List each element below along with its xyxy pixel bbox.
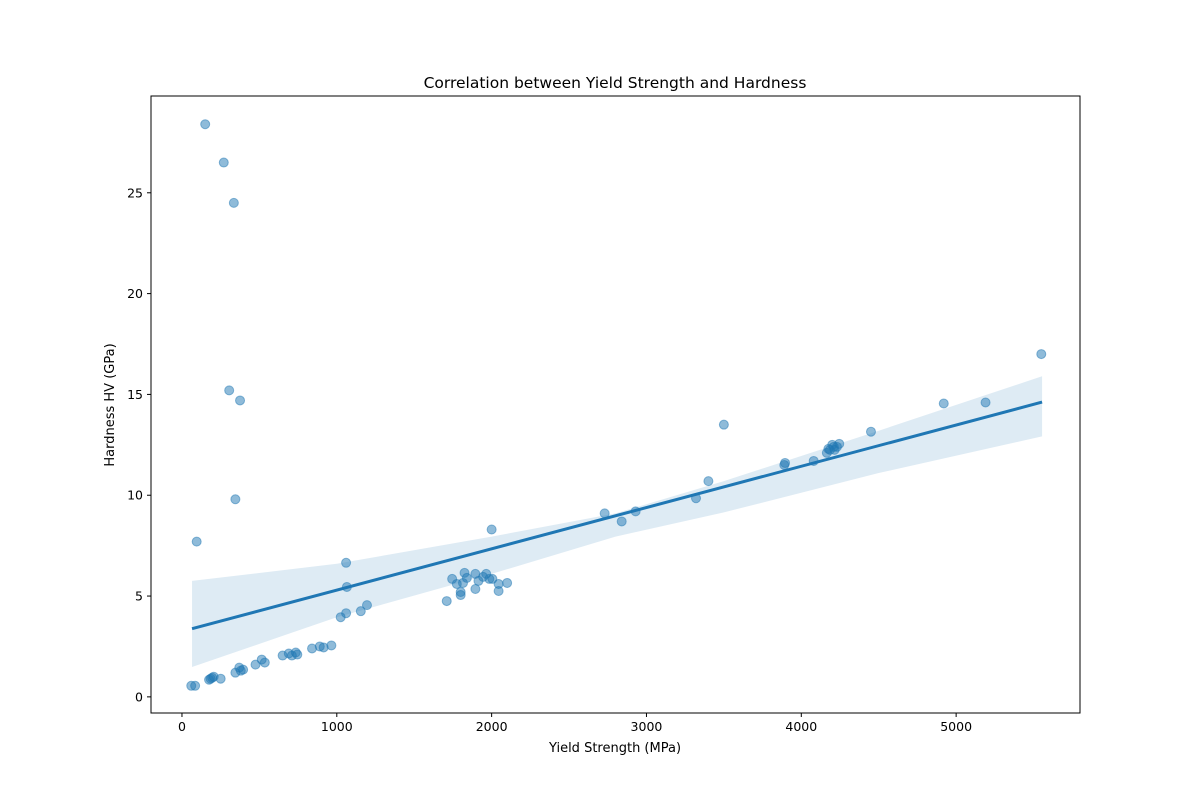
data-point	[718, 419, 729, 430]
data-point	[486, 524, 497, 535]
data-point	[1036, 349, 1047, 360]
data-point	[326, 640, 337, 651]
data-point	[865, 426, 876, 437]
x-tick-label: 0	[178, 719, 186, 734]
data-point	[191, 536, 202, 547]
y-tick-label: 10	[127, 488, 143, 503]
y-tick-label: 15	[127, 387, 143, 402]
data-point	[703, 476, 714, 487]
data-point	[230, 494, 241, 505]
data-point	[228, 197, 239, 208]
y-tick-label: 20	[127, 286, 143, 301]
data-point	[292, 649, 303, 660]
data-point	[341, 608, 352, 619]
data-point	[200, 119, 211, 130]
x-tick-label: 4000	[785, 719, 817, 734]
data-point	[980, 397, 991, 408]
data-point	[461, 572, 472, 583]
data-point	[780, 457, 791, 468]
chart-title: Correlation between Yield Strength and H…	[424, 74, 807, 92]
y-tick-label: 0	[135, 689, 143, 704]
data-point	[215, 673, 226, 684]
y-axis: 0 5 10 15 20 25	[127, 185, 151, 704]
data-point	[355, 606, 366, 617]
y-tick-label: 5	[135, 589, 143, 604]
data-point	[834, 438, 845, 449]
data-point	[224, 385, 235, 396]
data-point	[502, 577, 513, 588]
x-axis-label: Yield Strength (MPa)	[548, 741, 681, 756]
y-tick-label: 25	[127, 185, 143, 200]
data-point	[218, 157, 229, 168]
x-tick-label: 2000	[476, 719, 508, 734]
data-point	[235, 395, 246, 406]
x-axis: 0 1000 2000 3000 4000 5000	[178, 713, 972, 734]
data-points-layer	[186, 119, 1047, 691]
data-point	[938, 398, 949, 409]
x-tick-label: 1000	[321, 719, 353, 734]
data-point	[190, 680, 201, 691]
plot-area-frame	[150, 95, 1081, 714]
x-tick-label: 5000	[940, 719, 972, 734]
data-point	[455, 590, 466, 601]
data-point	[616, 516, 627, 527]
data-point	[259, 657, 270, 668]
data-point	[493, 586, 504, 597]
y-axis-label: Hardness HV (GPa)	[103, 343, 118, 466]
data-point	[361, 600, 372, 611]
x-tick-label: 3000	[631, 719, 663, 734]
data-point	[441, 596, 452, 607]
data-point	[238, 664, 249, 675]
regression-line-layer	[191, 400, 1043, 631]
data-point	[341, 557, 352, 568]
regression-line	[191, 400, 1043, 631]
